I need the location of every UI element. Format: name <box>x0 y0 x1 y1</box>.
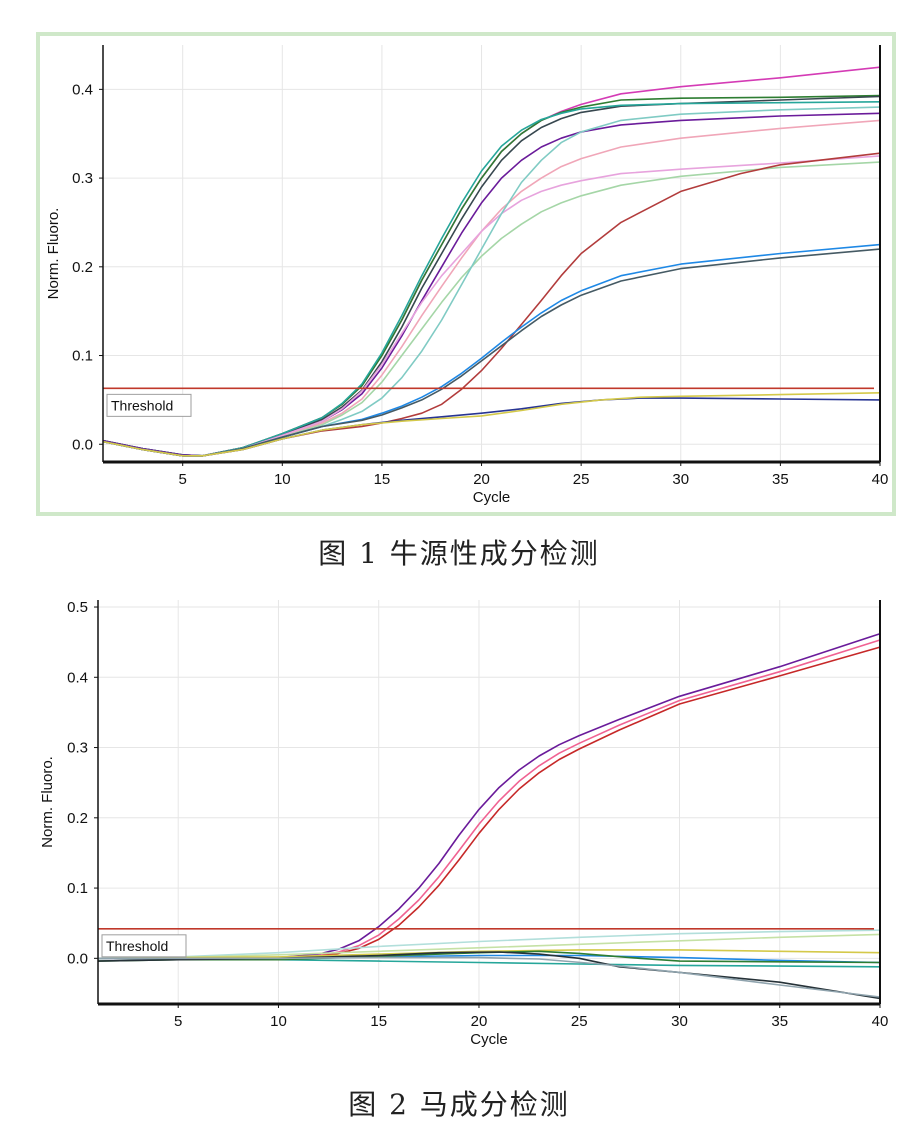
x-tick-label: 10 <box>274 471 291 488</box>
series-line <box>97 929 881 960</box>
threshold-label-box <box>101 934 187 958</box>
x-tick-label: 30 <box>672 471 689 488</box>
x-tick-label: 25 <box>571 1013 588 1030</box>
series-line <box>98 956 881 998</box>
y-tick-label: 0.4 <box>72 81 93 98</box>
figure-1-caption: 图 1 牛源性成分检测 <box>318 537 600 570</box>
x-axis-label: Cycle <box>470 1031 508 1048</box>
x-tick-label: 40 <box>872 471 889 488</box>
figure-2: Threshold 5 10 15 20 25 30 35 40 0.0 0.1 0.2 0.3 0.4 0… <box>0 590 918 1141</box>
plot-area <box>103 45 880 462</box>
x-tick-label: 20 <box>471 1013 488 1030</box>
y-tick-label: 0.0 <box>72 436 93 453</box>
series-line <box>97 950 881 964</box>
x-tick-label: 35 <box>771 1013 788 1030</box>
series-line <box>102 392 881 457</box>
x-tick-label: 10 <box>270 1013 287 1030</box>
x-tick-label: 20 <box>473 471 490 488</box>
threshold-label: Threshold <box>106 938 168 954</box>
y-axis-label: Norm. Fluoro. <box>45 208 62 300</box>
x-tick-label: 30 <box>671 1013 688 1030</box>
x-tick-label: 15 <box>370 1013 387 1030</box>
y-tick-label: 0.4 <box>67 669 88 686</box>
series-line <box>98 639 881 960</box>
y-tick-label: 0.2 <box>72 259 93 276</box>
figure-2-caption: 图 2 马成分检测 <box>348 1088 570 1121</box>
x-tick-label: 35 <box>772 471 789 488</box>
y-tick-label: 0.5 <box>67 599 88 616</box>
y-tick-label: 0.3 <box>72 170 93 187</box>
x-tick-label: 25 <box>573 471 590 488</box>
chart-1: Threshold 5 10 15 20 25 30 35 40 0.0 0.1 0.2 0.3 0.4 C… <box>36 32 896 516</box>
y-tick-label: 0.2 <box>67 810 88 827</box>
outer-frame <box>36 32 896 516</box>
x-tick-label: 15 <box>374 471 391 488</box>
y-tick-label: 0.3 <box>67 740 88 757</box>
x-tick-label: 40 <box>872 1013 889 1030</box>
y-tick-label: 0.0 <box>67 950 88 967</box>
x-tick-label: 5 <box>179 471 187 488</box>
y-tick-label: 0.1 <box>67 880 88 897</box>
x-axis-label: Cycle <box>473 489 511 506</box>
y-axis-label: Norm. Fluoro. <box>39 756 56 848</box>
x-tick-label: 5 <box>174 1013 182 1030</box>
figure-1: Threshold 5 10 15 20 25 30 35 40 0.0 0.1 0.2 0.3 0.4 C… <box>36 32 896 570</box>
chart-2: Threshold 5 10 15 20 25 30 35 40 0.0 0.1 0.2 0.3 0.4 0… <box>39 599 889 1048</box>
plot-area <box>98 600 880 1004</box>
y-tick-label: 0.1 <box>72 348 93 365</box>
threshold-label: Threshold <box>111 397 173 413</box>
threshold-label-box <box>106 393 192 417</box>
series-line <box>97 949 881 960</box>
